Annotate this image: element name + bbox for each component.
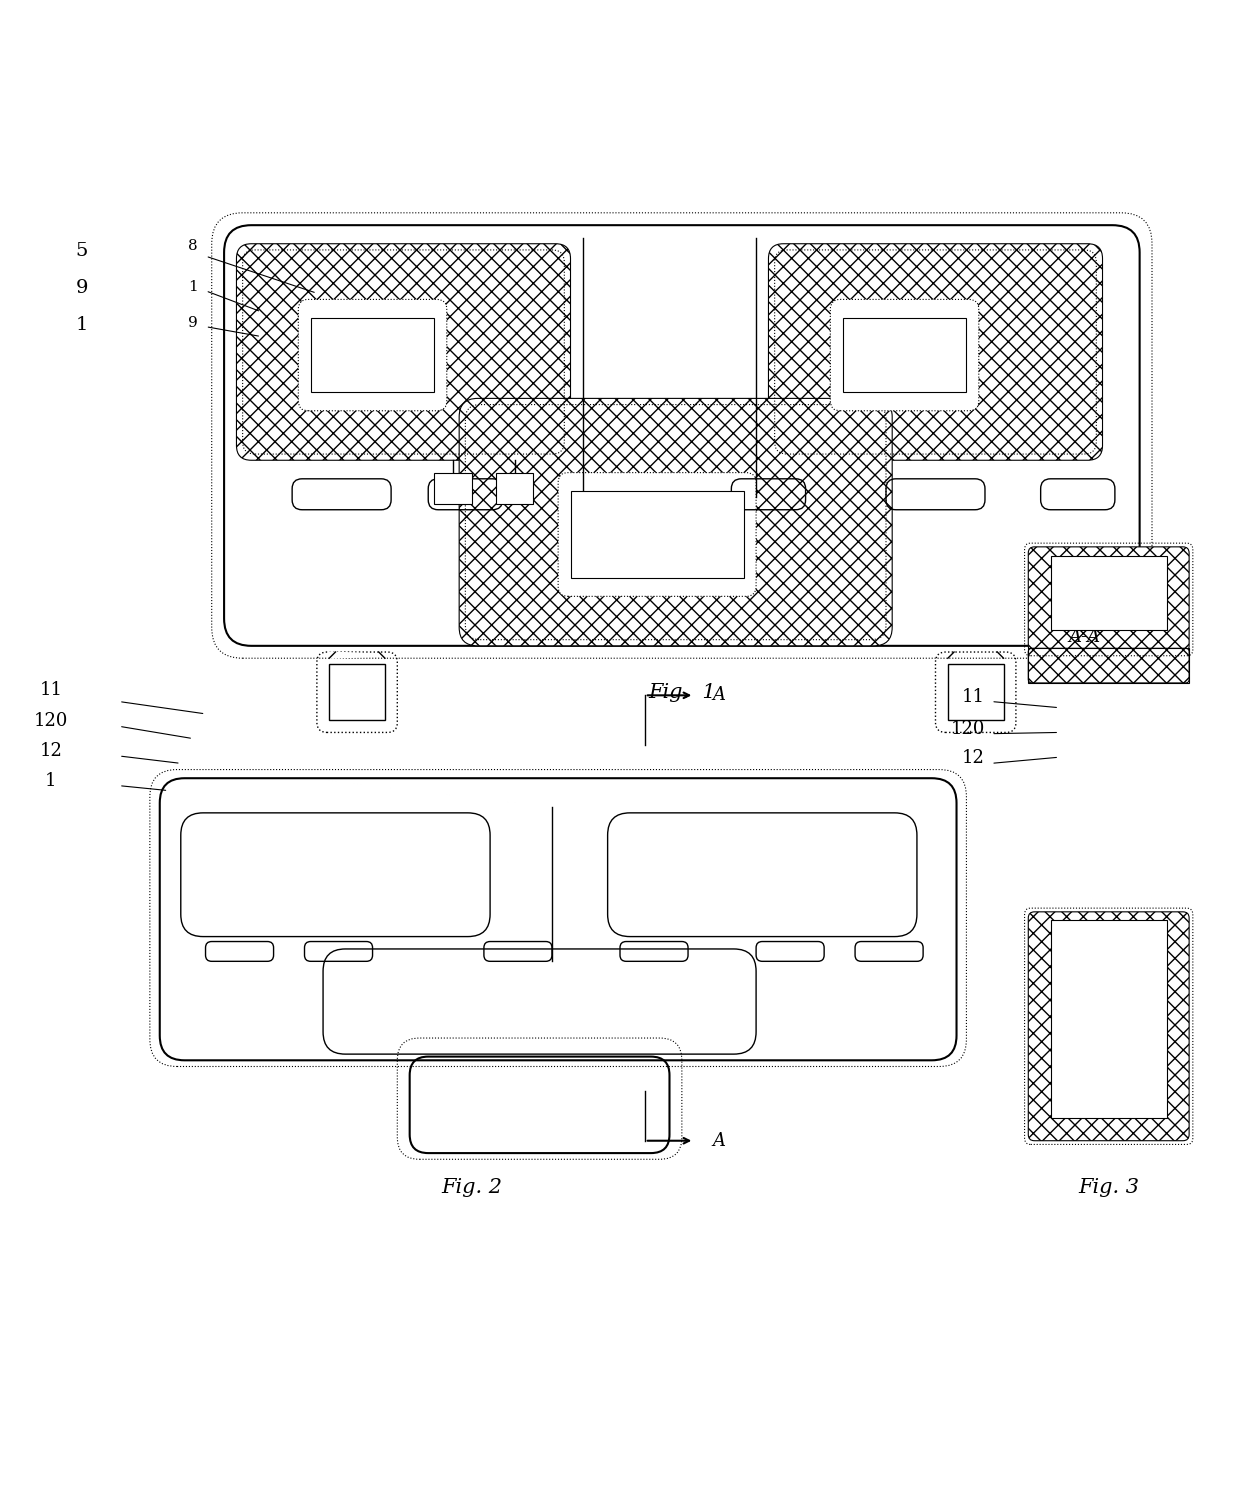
Text: 11: 11 bbox=[962, 688, 985, 706]
FancyBboxPatch shape bbox=[459, 398, 893, 646]
Text: 1: 1 bbox=[188, 279, 198, 294]
FancyBboxPatch shape bbox=[237, 243, 570, 460]
Bar bbox=[434, 473, 471, 503]
FancyBboxPatch shape bbox=[299, 299, 446, 410]
Text: Fig.  1: Fig. 1 bbox=[649, 683, 715, 701]
Text: 1: 1 bbox=[45, 772, 57, 790]
Text: 9: 9 bbox=[188, 315, 198, 329]
Text: 120: 120 bbox=[951, 719, 985, 737]
Text: 12: 12 bbox=[962, 749, 985, 768]
Text: A: A bbox=[713, 686, 725, 704]
Text: 8: 8 bbox=[188, 239, 198, 252]
Polygon shape bbox=[330, 652, 384, 658]
Text: 9: 9 bbox=[76, 279, 88, 297]
Text: 5: 5 bbox=[76, 242, 88, 260]
Bar bbox=[1050, 556, 1167, 629]
Text: 1: 1 bbox=[76, 317, 88, 335]
Text: 11: 11 bbox=[40, 682, 62, 700]
FancyBboxPatch shape bbox=[769, 243, 1102, 460]
FancyBboxPatch shape bbox=[1028, 912, 1189, 1140]
Bar bbox=[1050, 921, 1167, 1119]
Text: Fig. 3: Fig. 3 bbox=[1079, 1178, 1140, 1197]
Text: Fig. 2: Fig. 2 bbox=[441, 1178, 502, 1197]
FancyBboxPatch shape bbox=[558, 473, 756, 596]
FancyBboxPatch shape bbox=[1028, 649, 1189, 683]
Bar bbox=[947, 664, 1003, 719]
Bar bbox=[570, 491, 744, 578]
Bar bbox=[1028, 649, 1189, 683]
Bar bbox=[843, 318, 966, 392]
Bar bbox=[311, 318, 434, 392]
Text: A: A bbox=[713, 1131, 725, 1149]
FancyBboxPatch shape bbox=[831, 299, 978, 410]
Text: 120: 120 bbox=[33, 712, 68, 730]
Bar bbox=[330, 664, 384, 719]
Text: A-A: A-A bbox=[1068, 628, 1100, 646]
Text: 12: 12 bbox=[40, 742, 62, 760]
Bar bbox=[496, 473, 533, 503]
FancyBboxPatch shape bbox=[1028, 547, 1189, 652]
